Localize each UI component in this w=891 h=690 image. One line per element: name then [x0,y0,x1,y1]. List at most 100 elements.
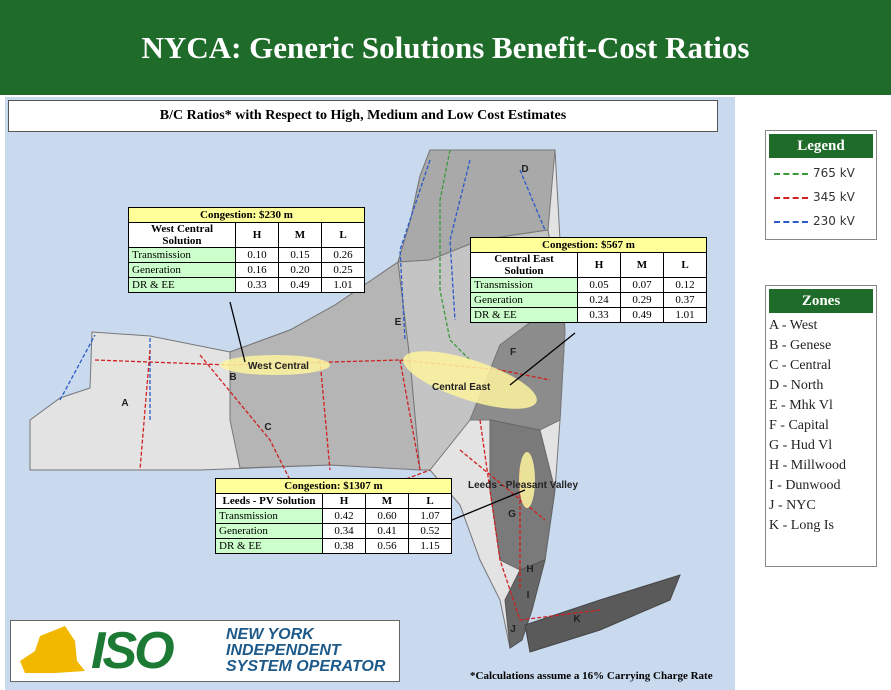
ratio-cell: 0.41 [365,523,409,539]
ratio-cell: 0.16 [235,262,279,278]
corridor-label: Central East [432,382,491,393]
legend-swatch [774,220,808,223]
ratio-cell: 0.37 [663,292,707,308]
zone-letter: F [510,347,516,358]
zone-item: E - Mhk Vl [769,398,833,413]
line-765 [439,149,471,361]
legend-label: 345 kV [813,190,855,204]
logo-mark: ISO [91,622,175,680]
ratio-cell: 0.33 [235,277,279,293]
column-header: L [663,252,707,278]
congestion-header: Congestion: $230 m [128,207,365,223]
legend-swatch [774,196,808,199]
zone-letter: K [573,614,581,625]
ratio-cell: 0.42 [322,508,366,524]
corridor-west-central [220,355,330,375]
connector [509,332,576,386]
legend-item: 345 kV [766,185,876,209]
ratio-cell: 0.12 [663,277,707,293]
zone-letter: A [121,398,128,409]
column-header: H [577,252,621,278]
ratio-cell: 0.07 [620,277,664,293]
table-row: Generation 0.16 0.20 0.25 [128,262,365,278]
legend-item: 765 kV [766,161,876,185]
ratio-cell: 0.56 [365,538,409,554]
zone-letter: I [527,590,530,601]
zone-letter: D [521,164,528,175]
legend: Legend 765 kV 345 kV 230 kV [765,130,877,240]
ratio-cell: 0.49 [278,277,322,293]
legend-items: 765 kV 345 kV 230 kV [766,161,876,233]
zone-items: A - West B - Genese C - Central D - North E … [766,316,876,536]
column-header: M [365,493,409,509]
row-label: Generation [215,523,323,539]
legend-item: 230 kV [766,209,876,233]
zone-letter: B [229,372,236,383]
ratio-cell: 0.29 [620,292,664,308]
row-label: Generation [470,292,578,308]
legend-label: 765 kV [813,166,855,180]
table-row: Central East Solution H M L [470,252,707,278]
logo-state-icon [20,626,85,673]
ratio-cell: 0.49 [620,307,664,323]
map-labels: A B C D E F G H I J K West Central Central East Leeds… [121,164,581,635]
logo-line: NEW YORK [226,626,314,643]
ratio-cell: 0.26 [321,247,365,263]
column-header: M [278,222,322,248]
ratio-cell: 1.15 [408,538,452,554]
table-row: Transmission 0.10 0.15 0.26 [128,247,365,263]
zone-item: B - Genese [769,338,832,353]
connector [229,301,246,363]
connectors [229,301,576,521]
bc-table: Congestion: $230 m West Central Solution H… [128,207,365,293]
table-row: DR & EE 0.38 0.56 1.15 [215,538,452,554]
column-header: H [322,493,366,509]
logo-line: SYSTEM OPERATOR [226,658,386,675]
corridor-central-east [403,351,537,409]
corridor-label: Leeds - Pleasant Valley [468,480,578,491]
row-label: Transmission [128,247,236,263]
subtitle: B/C Ratios* with Respect to High, Medium… [8,100,718,132]
legend-label: 230 kV [813,214,855,228]
zone-item: F - Capital [769,418,829,433]
row-label: Transmission [215,508,323,524]
ratio-cell: 1.01 [663,307,707,323]
table-row: Generation 0.34 0.41 0.52 [215,523,452,539]
corridor-label: West Central [248,361,309,372]
table-row: Transmission 0.05 0.07 0.12 [470,277,707,293]
column-header: Leeds - PV Solution [215,493,323,509]
column-header: M [620,252,664,278]
table-row: DR & EE 0.33 0.49 1.01 [128,277,365,293]
title: NYCA: Generic Solutions Benefit-Cost Rat… [0,0,891,95]
ratio-cell: 0.15 [278,247,322,263]
ratio-cell: 0.25 [321,262,365,278]
connector [451,489,526,521]
column-header: H [235,222,279,248]
legend-title: Legend [769,134,873,158]
ratio-cell: 0.52 [408,523,452,539]
row-label: Generation [128,262,236,278]
ratio-cell: 0.34 [322,523,366,539]
logo: ISO NEW YORK INDEPENDENT SYSTEM OPERATOR [10,620,400,682]
zones-title: Zones [769,289,873,313]
table-row: Congestion: $567 m [470,237,707,253]
row-label: DR & EE [470,307,578,323]
table-row: DR & EE 0.33 0.49 1.01 [470,307,707,323]
ratio-cell: 1.01 [321,277,365,293]
zone-item: J - NYC [769,498,816,513]
row-label: DR & EE [215,538,323,554]
column-header: West Central Solution [128,222,236,248]
legend-swatch [774,172,808,175]
zones-box: Zones A - West B - Genese C - Central D - N… [765,285,877,567]
zone-item: G - Hud Vl [769,438,833,453]
bc-table: Congestion: $567 m Central East Solution H… [470,237,707,323]
logo-name: NEW YORK INDEPENDENT SYSTEM OPERATOR [226,627,385,675]
table-row: Congestion: $1307 m [215,478,452,494]
zone-item: K - Long Is [769,518,834,533]
table-row: West Central Solution H M L [128,222,365,248]
line-230 [59,159,546,420]
zone-hij [504,559,546,649]
ratio-cell: 0.24 [577,292,621,308]
ratio-cell: 0.38 [322,538,366,554]
